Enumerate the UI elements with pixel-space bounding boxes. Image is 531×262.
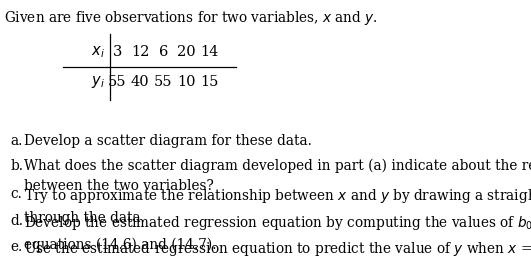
Text: Given are five observations for two variables, $x$ and $y$.: Given are five observations for two vari… xyxy=(4,9,378,27)
Text: $x_i$: $x_i$ xyxy=(91,44,105,60)
Text: Use the estimated regression equation to predict the value of $y$ when $x$ = 10.: Use the estimated regression equation to… xyxy=(24,240,531,258)
Text: 40: 40 xyxy=(131,75,150,89)
Text: 15: 15 xyxy=(201,75,219,89)
Text: Develop the estimated regression equation by computing the values of $b_0$ and $: Develop the estimated regression equatio… xyxy=(24,214,531,252)
Text: 55: 55 xyxy=(108,75,126,89)
Text: d.: d. xyxy=(11,214,24,228)
Text: e.: e. xyxy=(11,240,23,254)
Text: $y_i$: $y_i$ xyxy=(91,74,105,90)
Text: 3: 3 xyxy=(113,45,122,59)
Text: 55: 55 xyxy=(154,75,173,89)
Text: 14: 14 xyxy=(201,45,219,59)
Text: Try to approximate the relationship between $x$ and $y$ by drawing a straight li: Try to approximate the relationship betw… xyxy=(24,187,531,225)
Text: a.: a. xyxy=(11,134,23,148)
Text: 12: 12 xyxy=(131,45,149,59)
Text: 20: 20 xyxy=(177,45,196,59)
Text: Develop a scatter diagram for these data.: Develop a scatter diagram for these data… xyxy=(24,134,312,148)
Text: c.: c. xyxy=(11,187,22,201)
Text: 10: 10 xyxy=(177,75,196,89)
Text: 6: 6 xyxy=(159,45,168,59)
Text: b.: b. xyxy=(11,159,24,173)
Text: What does the scatter diagram developed in part (a) indicate about the relations: What does the scatter diagram developed … xyxy=(24,159,531,193)
